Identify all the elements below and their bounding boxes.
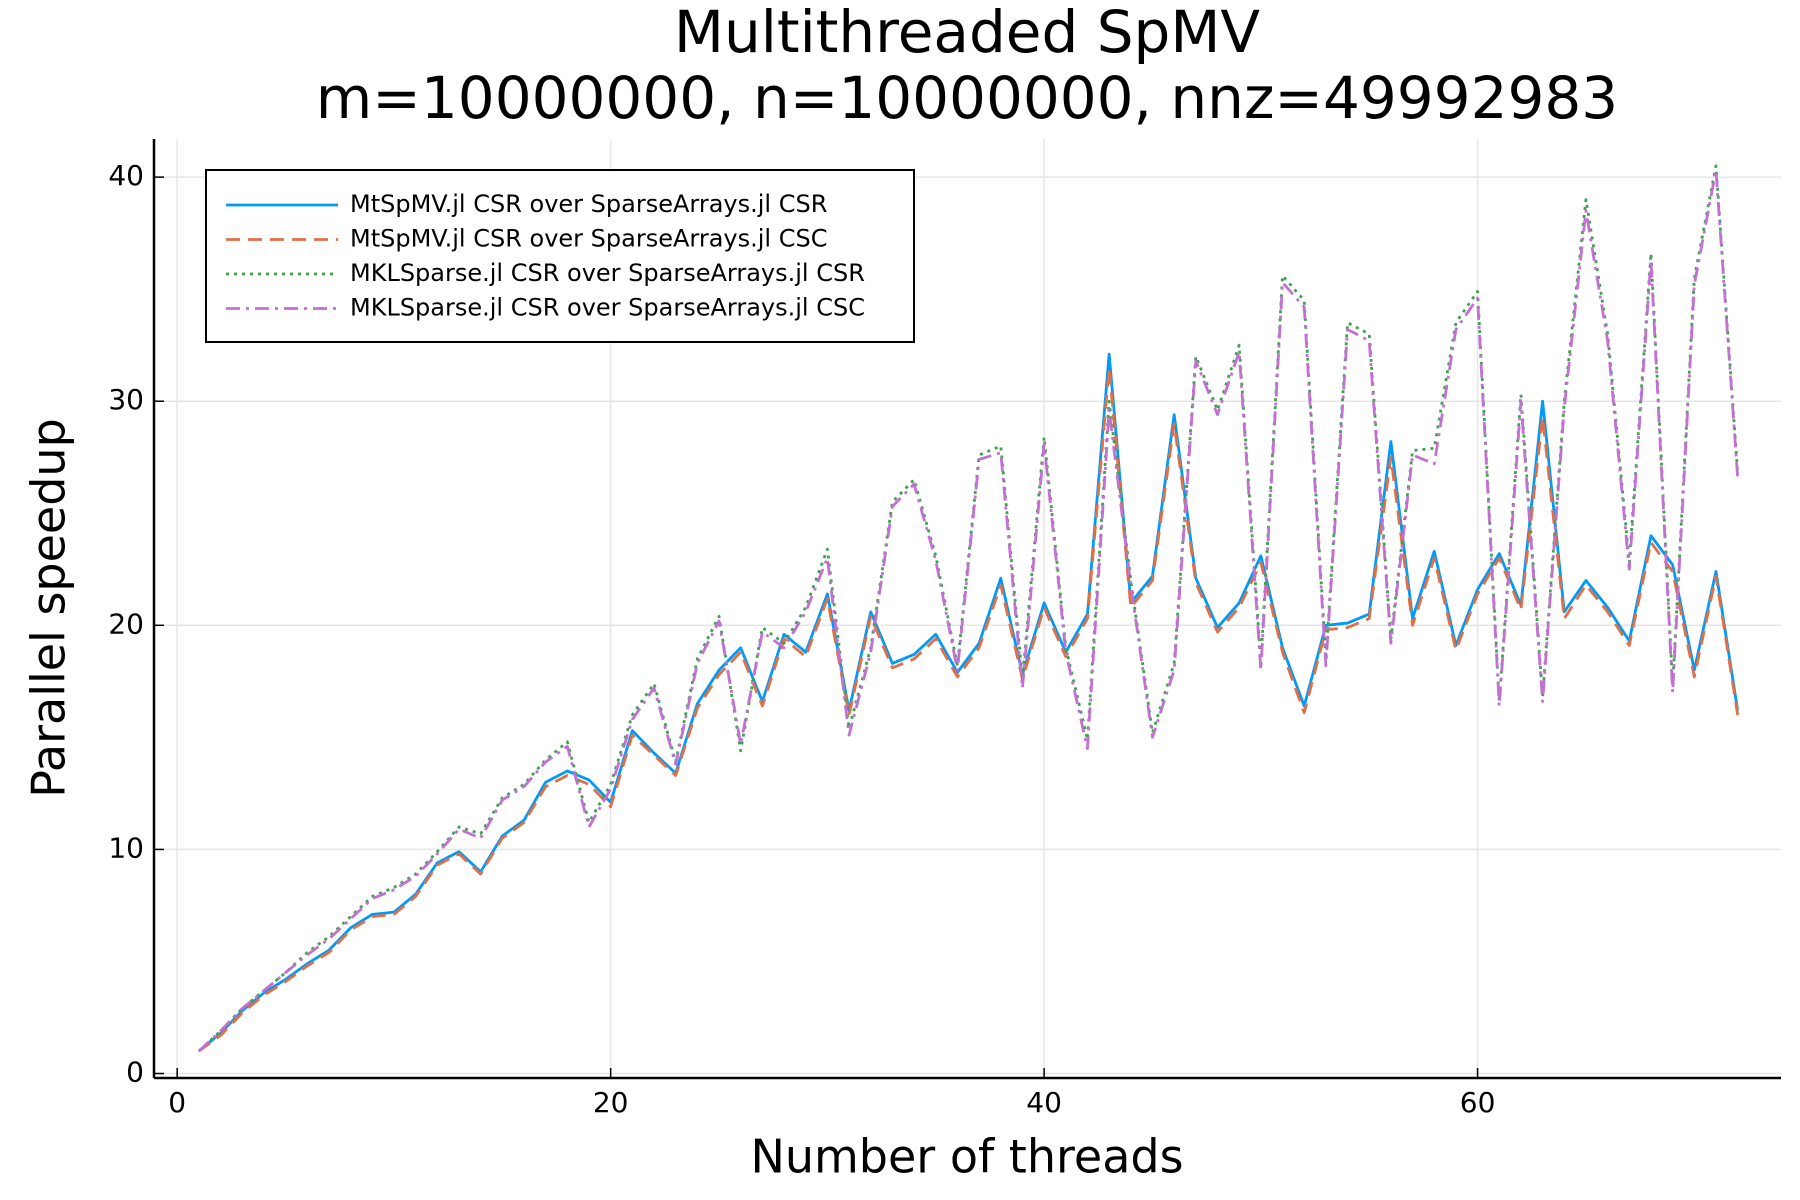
y-tick-label: 20 — [108, 607, 144, 640]
legend-box — [205, 169, 915, 343]
series-line — [197, 352, 1740, 1053]
x-tick-label: 40 — [1026, 1086, 1062, 1119]
y-axis-label: Parallel speedup — [22, 418, 76, 798]
x-tick-label: 0 — [168, 1086, 186, 1119]
legend-label: MKLSparse.jl CSR over SparseArrays.jl CS… — [350, 294, 865, 322]
legend-label: MtSpMV.jl CSR over SparseArrays.jl CSC — [350, 225, 827, 253]
legend: MtSpMV.jl CSR over SparseArrays.jl CSR Mt… — [205, 169, 915, 343]
legend-label: MKLSparse.jl CSR over SparseArrays.jl CS… — [350, 259, 865, 287]
chart-subtitle: m=10000000, n=10000000, nnz=49992983 — [316, 64, 1618, 132]
x-tick-label: 60 — [1460, 1086, 1496, 1119]
y-tick-label: 40 — [108, 159, 144, 192]
chart-title: Multithreaded SpMV — [674, 0, 1260, 66]
y-tick-label: 10 — [108, 831, 144, 864]
y-tick-label: 0 — [126, 1056, 144, 1089]
series-line — [197, 168, 1740, 1053]
x-axis-label: Number of threads — [750, 1130, 1183, 1184]
y-tick-label: 30 — [108, 383, 144, 416]
x-tick-label: 20 — [593, 1086, 629, 1119]
series-line — [198, 366, 1740, 1053]
legend-label: MtSpMV.jl CSR over SparseArrays.jl CSR — [350, 190, 827, 218]
